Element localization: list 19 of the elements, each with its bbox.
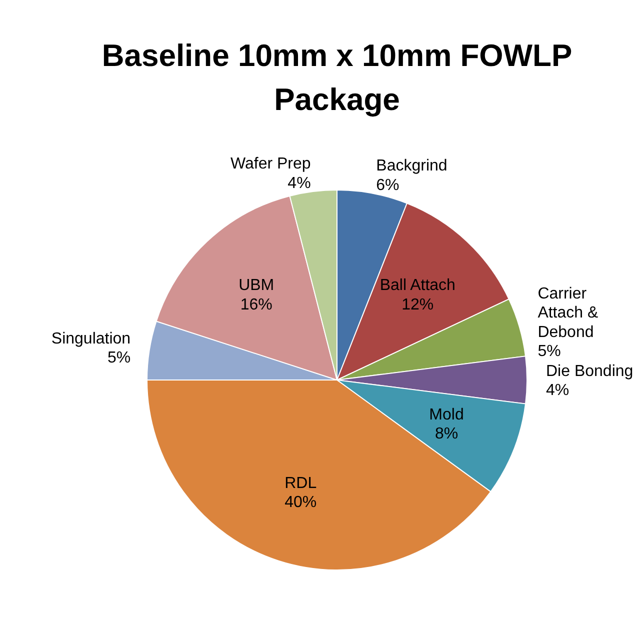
data-label: 40% <box>284 494 317 512</box>
slice-label: Backgrind <box>376 158 448 175</box>
slice-label: Wafer Prep <box>230 156 311 173</box>
data-label: 5% <box>538 343 561 360</box>
slice-label: Die Bonding <box>546 363 634 380</box>
slice-label: Ball Attach <box>380 277 456 294</box>
slice-label: Mold <box>429 406 464 424</box>
data-label: 4% <box>546 382 570 400</box>
data-label: 12% <box>402 296 434 314</box>
slice-label: UBM <box>238 277 274 294</box>
data-label: 8% <box>434 426 458 443</box>
data-label: 16% <box>240 296 272 314</box>
slice-label: Carrier Attach & Debond <box>538 285 599 341</box>
slice-label: Singulation <box>51 330 131 348</box>
data-label: 6% <box>376 176 400 194</box>
chart-title: Baseline 10mm x 10mm FOWLP Package <box>102 38 572 117</box>
data-label: 5% <box>107 350 131 367</box>
data-label: 4% <box>288 174 311 192</box>
slice-label: RDL <box>284 475 317 492</box>
